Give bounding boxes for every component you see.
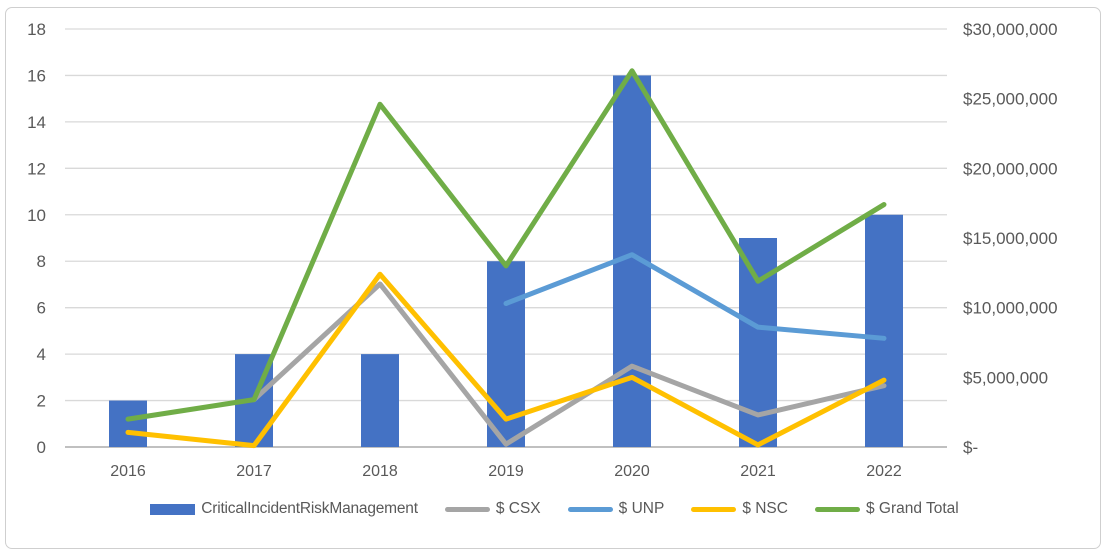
chart-frame — [5, 7, 1101, 549]
x-axis-category-label: 2022 — [866, 463, 902, 480]
left-axis-tick-label: 10 — [27, 206, 46, 225]
legend-line-swatch — [814, 506, 860, 512]
line-series-nsc — [125, 271, 887, 449]
left-axis-tick-label: 2 — [37, 392, 46, 411]
right-axis-tick-label: $30,000,000 — [963, 20, 1058, 39]
x-axis-category-label: 2019 — [488, 463, 524, 480]
legend-item-grand-total: $ Grand Total — [814, 500, 959, 518]
x-axis-category-label: 2016 — [110, 463, 146, 480]
x-axis-category-label: 2018 — [362, 463, 398, 480]
left-axis-tick-label: 8 — [37, 252, 46, 271]
left-axis-tick-label: 14 — [27, 113, 46, 132]
line-series-unp — [503, 252, 887, 341]
line-series-grand-total — [125, 68, 887, 422]
left-axis-tick-label: 0 — [37, 438, 46, 457]
legend-label: $ CSX — [495, 500, 541, 517]
x-axis-category-label: 2017 — [236, 463, 272, 480]
bar-2016 — [109, 400, 147, 447]
legend-line-swatch — [691, 506, 737, 512]
legend-item-nsc: $ NSC — [691, 500, 788, 518]
left-axis-tick-label: 6 — [37, 299, 46, 318]
legend-item-critical-incident-risk-management: Critical Incident Risk Management — [150, 500, 418, 518]
right-axis-tick-label: $- — [963, 438, 978, 457]
legend-label: $ Grand Total — [865, 500, 959, 517]
left-axis-tick-label: 12 — [27, 159, 46, 178]
right-axis-tick-label: $25,000,000 — [963, 90, 1058, 109]
bar-2018 — [361, 354, 399, 447]
legend-item-unp: $ UNP — [567, 500, 665, 518]
legend-label: $ UNP — [618, 500, 665, 517]
legend-label: Critical Incident Risk Management — [201, 500, 418, 517]
right-axis-tick-label: $5,000,000 — [963, 368, 1048, 387]
legend-bar-swatch — [150, 503, 196, 515]
x-axis-category-label: 2020 — [614, 463, 650, 480]
left-axis-tick-label: 16 — [27, 66, 46, 85]
legend-label: $ NSC — [742, 500, 788, 517]
legend-item-csx: $ CSX — [444, 500, 541, 518]
legend-line-swatch — [444, 506, 490, 512]
bar-2022 — [865, 214, 903, 447]
right-axis-tick-label: $20,000,000 — [963, 159, 1058, 178]
x-axis-category-label: 2021 — [740, 463, 776, 480]
right-axis-tick-label: $10,000,000 — [963, 299, 1058, 318]
legend-line-swatch — [567, 506, 613, 512]
chart-legend: Critical Incident Risk Management $ CSX $ … — [0, 500, 1109, 518]
right-axis-tick-label: $15,000,000 — [963, 229, 1058, 248]
left-axis-tick-label: 4 — [37, 345, 46, 364]
left-axis-tick-label: 18 — [27, 20, 46, 39]
